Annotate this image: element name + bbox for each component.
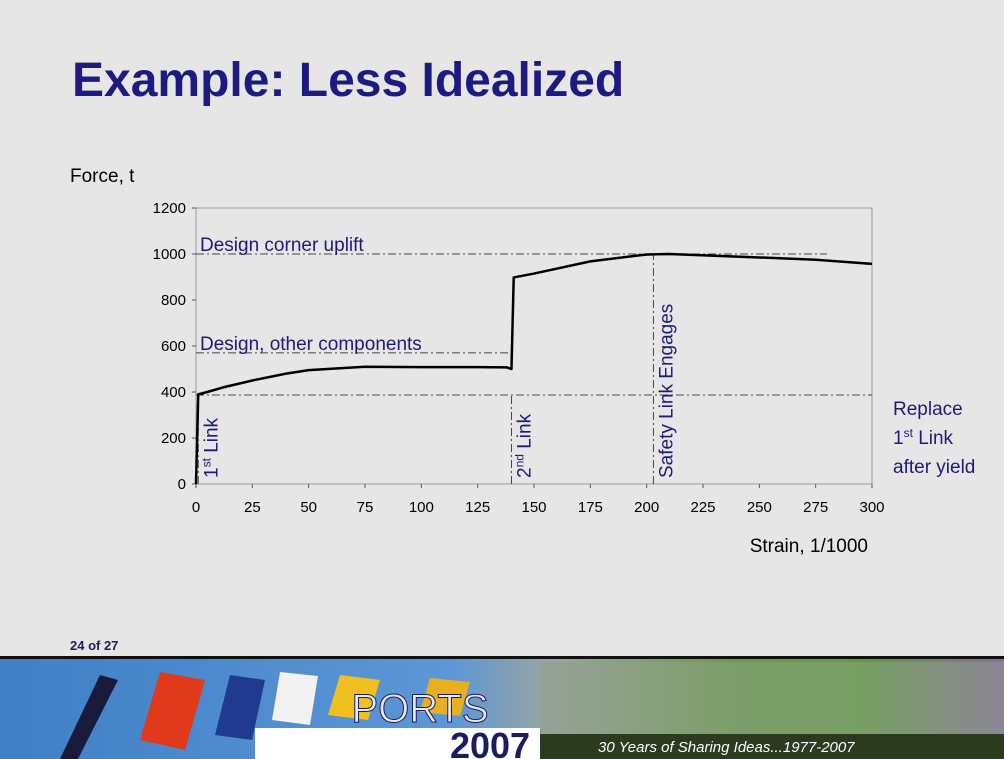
x-tick-label: 25 [244,499,261,516]
label-part: Link [201,417,222,458]
label-part: Link [913,428,954,449]
label-part: after yield [893,457,975,478]
label-part: 1 [893,428,904,449]
y-axis-label: Force, t [70,166,135,187]
y-tick-label: 800 [161,292,186,309]
slide-title: Example: Less Idealized [72,54,624,107]
label-part: nd [512,454,526,467]
x-tick-label: 250 [747,499,772,516]
x-tick-label: 75 [357,499,374,516]
x-tick-label: 200 [634,499,659,516]
logo-year: 2007 [450,725,530,759]
x-tick-label: 175 [578,499,603,516]
reference-label: 1st Link [199,417,222,478]
reference-label: 2nd Link [512,413,535,478]
reference-label: Safety Link Engages [656,304,677,478]
slide: Example: Less Idealized Force, t Strain,… [0,0,1004,759]
y-tick-label: 1000 [153,246,186,263]
x-tick-label: 50 [300,499,317,516]
label-part: 1 [201,467,222,478]
x-tick-label: 0 [192,499,200,516]
x-tick-label: 225 [690,499,715,516]
y-tick-label: 0 [178,476,186,493]
x-tick-label: 300 [859,499,884,516]
tagline: 30 Years of Sharing Ideas...1977-2007 [598,739,855,756]
x-tick-label: 125 [465,499,490,516]
x-tick-label: 100 [409,499,434,516]
label-part: Design corner uplift [200,235,364,256]
y-tick-label: 600 [161,338,186,355]
photo [540,662,1004,734]
background [0,0,1004,759]
label-part: 2 [514,467,535,478]
reference-label: Design corner uplift [200,235,364,256]
label-part: Safety Link Engages [656,304,677,478]
x-tick-label: 275 [803,499,828,516]
page-number: 24 of 27 [70,638,118,653]
y-tick-label: 400 [161,384,186,401]
banner-rule [0,656,1004,659]
x-axis-label: Strain, 1/1000 [750,536,868,557]
label-part: Link [514,413,535,454]
y-tick-label: 1200 [153,200,186,217]
label-part: Design, other components [200,334,422,355]
reference-label: Design, other components [200,334,422,355]
x-tick-label: 150 [521,499,546,516]
label-part: Replace [893,399,963,420]
y-tick-label: 200 [161,430,186,447]
